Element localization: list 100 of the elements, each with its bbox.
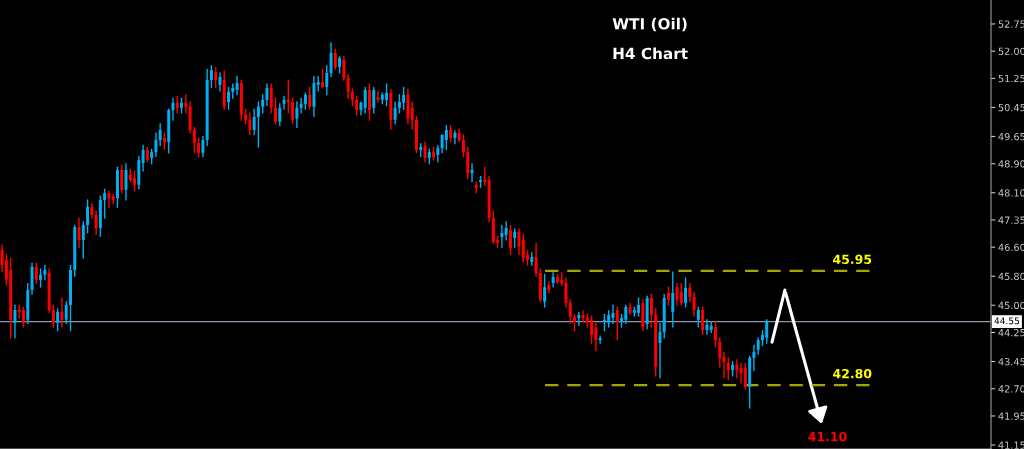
candlestick [34,262,38,285]
candlestick [675,282,679,306]
candlestick [56,308,60,332]
candlestick [363,86,367,114]
candlestick [696,306,700,328]
candlestick [611,304,615,325]
candlestick [355,95,359,116]
candlestick [252,108,256,136]
y-tick-label: 50.45 [998,103,1024,112]
candlestick [684,277,688,308]
candlestick [133,170,137,192]
candlestick [444,124,448,150]
y-tick-label: 43.45 [998,358,1024,366]
candlestick [120,164,124,194]
candlestick [483,166,487,187]
candlestick [470,163,474,183]
candlestick [726,357,730,381]
candlestick [209,65,213,89]
candlestick [103,188,107,219]
candlestick [214,66,218,89]
ref-line-label: 42.80 [833,368,872,379]
candlestick [291,97,295,125]
candlestick [517,228,521,256]
candlestick [461,133,465,158]
y-tick-label: 41.15 [998,441,1024,449]
candlestick [453,130,457,145]
candlestick [342,55,346,81]
text: WTI (Oil) [612,17,687,32]
candlestick [466,146,470,179]
candlestick [692,291,696,317]
candlestick [397,94,401,114]
candlestick [410,101,414,130]
candlestick [739,362,743,384]
candlestick [188,101,192,134]
candlestick [718,337,722,368]
candlestick [325,65,329,96]
candlestick [624,304,628,325]
candlestick [594,322,598,352]
candlestick [269,83,273,114]
y-tick-label: 41.95 [998,412,1024,420]
candlestick [68,264,72,332]
y-tick-label: 44.25 [998,328,1024,337]
candlestick [77,217,81,248]
candlestick [491,210,495,245]
candlestick [393,101,397,125]
candlestick [735,359,739,379]
candlestick [637,297,641,317]
candlestick [414,115,418,154]
candlestick [765,319,769,345]
annotation: 41.10 [808,431,847,442]
candlestick [218,72,222,92]
candlestick [43,264,47,281]
candlestick [333,48,337,71]
candlestick [500,224,504,248]
candlestick [158,123,162,147]
candlestick [440,133,444,154]
candlestick [124,163,128,201]
candlestick [581,310,585,323]
candlestick [508,224,512,256]
y-tick-label: 47.35 [998,216,1024,224]
candlestick [688,282,692,303]
candlestick [372,86,376,114]
candlestick [641,299,645,332]
candlestick [265,83,269,107]
candlestick [406,88,410,125]
text: H4 Chart [613,47,688,60]
candlestick [248,112,252,136]
candlestick [402,86,406,110]
candlestick [299,97,303,114]
candlestick [534,242,538,277]
candlestick [235,75,239,96]
candlestick [94,210,98,236]
candlestick [573,313,577,332]
ref-line-label: 45.95 [833,254,872,264]
candlestick [564,277,568,308]
ref-line-label: 44.55 [994,317,1020,325]
candlestick [568,299,572,325]
candlestick [752,344,756,372]
candlestick [256,101,260,148]
candlestick [107,190,111,208]
candlestick [367,83,371,121]
candlestick [22,306,25,328]
y-tick-label: 49.65 [998,132,1024,141]
candlestick [679,282,683,306]
y-tick-label: 51.25 [998,74,1024,83]
candlestick [722,351,726,379]
y-tick-label: 52.75 [998,20,1024,28]
candlestick [705,319,709,335]
candlestick [551,271,555,288]
candlestick [385,83,389,107]
candlestick [86,199,90,234]
candlestick [423,141,427,163]
candlestick [278,103,282,127]
candlestick [192,126,196,154]
candlestick [184,94,188,114]
candlestick [141,144,145,172]
candlestick [60,297,64,328]
candlestick [504,221,508,241]
candlestick [701,306,705,335]
candlestick [346,74,350,100]
